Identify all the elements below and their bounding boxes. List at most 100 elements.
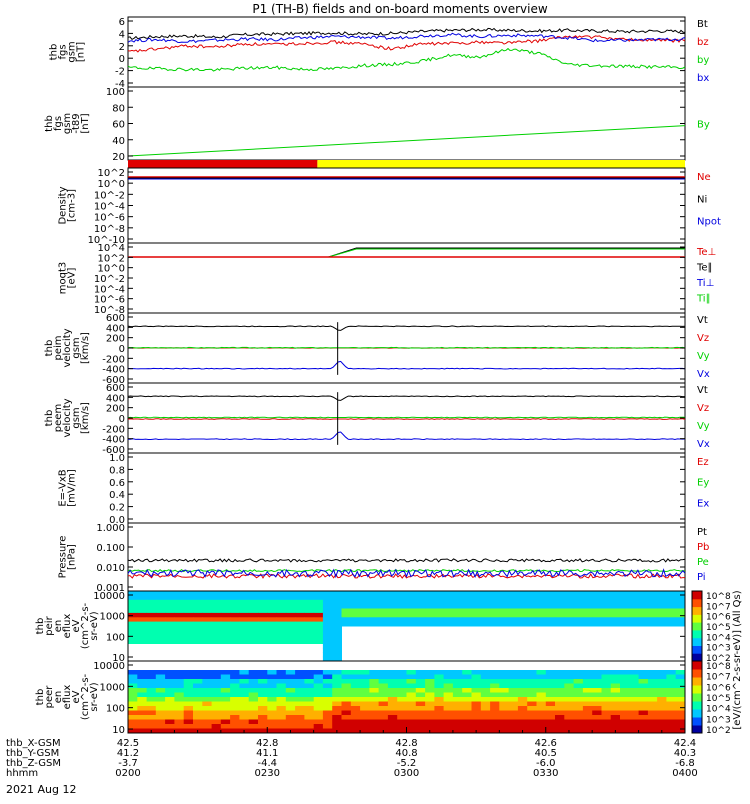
spectrogram-cell [230, 688, 240, 693]
spectrogram-cell [165, 595, 175, 600]
spectrogram-cell [657, 591, 667, 596]
spectrogram-cell [472, 720, 482, 725]
spectrogram-cell [342, 675, 352, 680]
spectrogram-cell [620, 670, 630, 675]
spectrogram-cell [193, 591, 203, 596]
spectrogram-cell [267, 635, 277, 640]
spectrogram-cell [230, 684, 240, 689]
spectrogram-cell [648, 609, 658, 614]
spectrogram-cell [202, 670, 212, 675]
spectrogram-cell [564, 693, 574, 698]
spectrogram-cell [564, 604, 574, 609]
spectrogram-cell [304, 715, 314, 720]
spectrogram-cell [611, 702, 621, 707]
spectrogram-cell [212, 604, 222, 609]
spectrogram-cell [193, 622, 203, 627]
spectrogram-cell [174, 617, 184, 622]
series-line-Vx [128, 432, 685, 440]
spectrogram-cell [583, 675, 593, 680]
spectrogram-cell [546, 711, 556, 716]
spectrogram-cell [639, 622, 649, 627]
spectrogram-cell [295, 595, 305, 600]
spectrogram-cell [555, 702, 565, 707]
y-tick-label: 0.010 [96, 563, 125, 574]
spectrogram-cell [156, 720, 166, 725]
spectrogram-cell [509, 688, 519, 693]
spectrogram-cell [453, 702, 463, 707]
spectrogram-cell [137, 591, 147, 596]
series-line-by [128, 49, 685, 71]
spectrogram-cell [295, 715, 305, 720]
spectrogram-cell [518, 688, 528, 693]
spectrogram-cell [147, 679, 157, 684]
y-tick-label: 0 [119, 54, 125, 65]
spectrogram-cell [462, 617, 472, 622]
spectrogram-cell [490, 684, 500, 689]
spectrogram-cell [407, 679, 417, 684]
spectrogram-cell [453, 609, 463, 614]
spectrogram-cell [611, 675, 621, 680]
series-line-bz [128, 36, 685, 52]
legend-entry: Ti⊥ [696, 278, 714, 289]
spectrogram-cell [407, 684, 417, 689]
spectrogram-cell [249, 684, 259, 689]
spectrogram-cell [472, 604, 482, 609]
colorbar-segment [692, 717, 702, 726]
spectrogram-cell [360, 706, 370, 711]
colorbar-segment [692, 709, 702, 718]
spectrogram-cell [397, 715, 407, 720]
spectrogram-cell [258, 720, 268, 725]
spectrogram-cell [202, 609, 212, 614]
spectrogram-cell [332, 617, 342, 622]
spectrogram-cell [611, 609, 621, 614]
spectrogram-cell [425, 622, 435, 627]
colorbar-segment [692, 630, 702, 638]
spectrogram-cell [629, 684, 639, 689]
spectrogram-cell [193, 670, 203, 675]
spectrogram-cell [397, 711, 407, 716]
spectrogram-cell [574, 693, 584, 698]
spectrogram-cell [611, 617, 621, 622]
spectrogram-cell [518, 609, 528, 614]
spectrogram-cell [156, 600, 166, 605]
spectrogram-cell [360, 613, 370, 618]
spectrogram-cell [537, 679, 547, 684]
spectrogram-cell [369, 591, 379, 596]
spectrogram-cell [304, 617, 314, 622]
spectrogram-cell [147, 591, 157, 596]
spectrogram-cell [221, 630, 231, 635]
spectrogram-cell [611, 613, 621, 618]
spectrogram-cell [221, 617, 231, 622]
spectrogram-cell [564, 711, 574, 716]
spectrogram-cell [490, 595, 500, 600]
spectrogram-cell [602, 724, 612, 729]
spectrogram-cell [509, 600, 519, 605]
spectrogram-cell [379, 591, 389, 596]
spectrogram-cell [147, 639, 157, 644]
spectrogram-cell [379, 697, 389, 702]
spectrogram-cell [304, 693, 314, 698]
spectrogram-cell [648, 715, 658, 720]
spectrogram-cell [388, 591, 398, 596]
spectrogram-cell [156, 670, 166, 675]
spectrogram-cell [184, 670, 194, 675]
spectrogram-cell [676, 697, 686, 702]
spectrogram-cell [128, 697, 138, 702]
spectrogram-cell [434, 622, 444, 627]
spectrogram-cell [249, 688, 259, 693]
spectrogram-cell [258, 613, 268, 618]
spectrogram-cell [555, 591, 565, 596]
spectrogram-cell [230, 706, 240, 711]
spectrogram-cell [156, 635, 166, 640]
spectrogram-cell [676, 693, 686, 698]
spectrogram-cell [295, 720, 305, 725]
spectrogram-cell [574, 688, 584, 693]
spectrogram-cell [527, 670, 537, 675]
spectrogram-cell [620, 693, 630, 698]
spectrogram-cell [314, 639, 324, 644]
spectrogram-cell [611, 688, 621, 693]
legend-entry: by [697, 55, 709, 66]
spectrogram-cell [295, 591, 305, 596]
spectrogram-cell [397, 720, 407, 725]
spectrogram-cell [267, 706, 277, 711]
